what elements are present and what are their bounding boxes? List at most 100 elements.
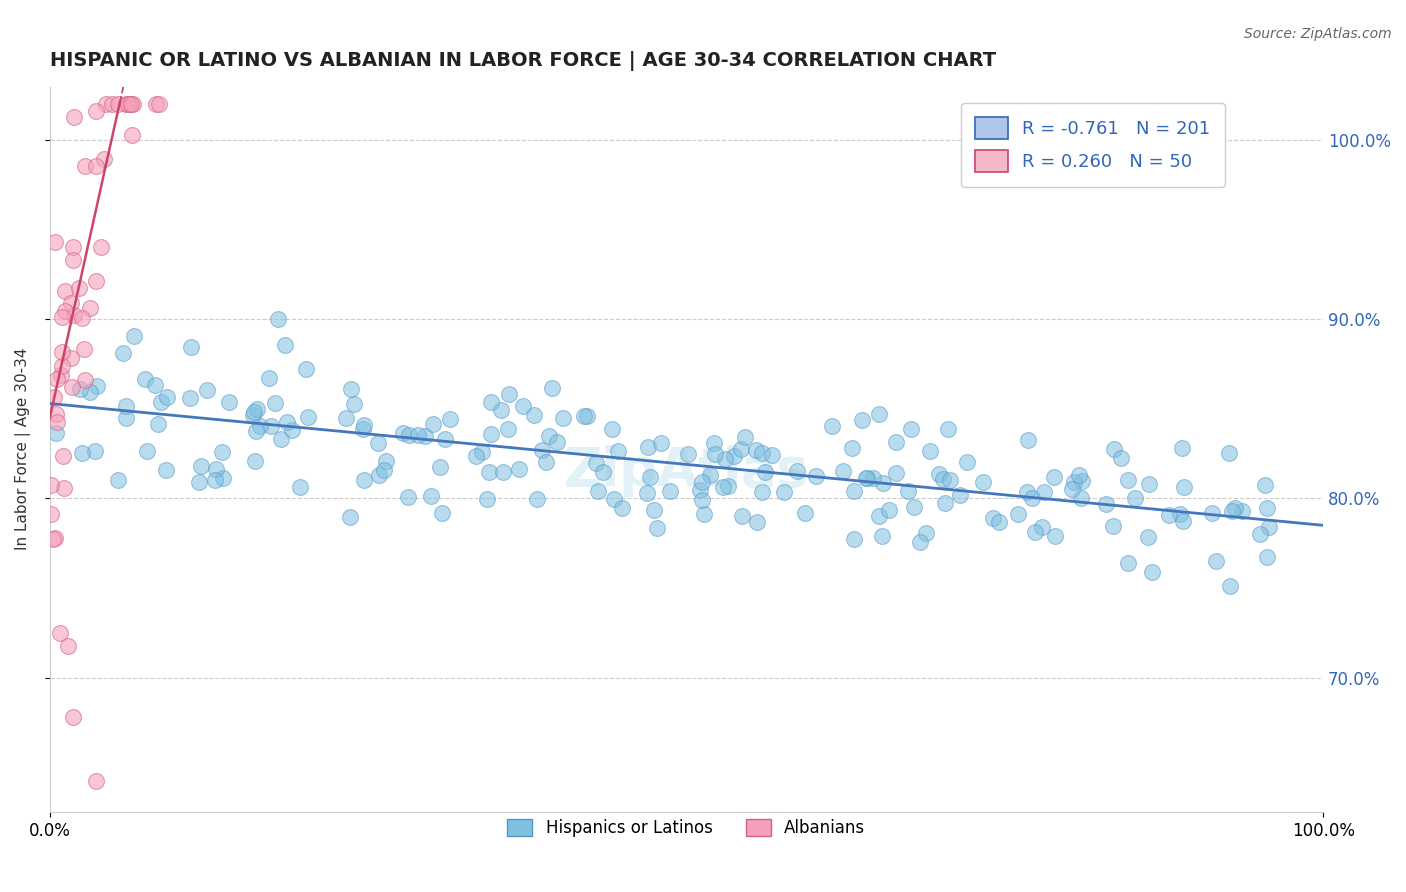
Point bbox=[267, 312, 290, 326]
Point bbox=[717, 478, 740, 492]
Point bbox=[1256, 500, 1278, 515]
Point bbox=[949, 488, 972, 502]
Point bbox=[146, 417, 169, 432]
Point bbox=[610, 501, 633, 516]
Point bbox=[1218, 446, 1240, 460]
Point bbox=[711, 480, 734, 494]
Point bbox=[479, 427, 502, 442]
Point bbox=[540, 381, 562, 395]
Point bbox=[751, 484, 773, 499]
Point bbox=[280, 423, 302, 437]
Point bbox=[51, 310, 73, 325]
Point bbox=[658, 484, 681, 499]
Point bbox=[496, 422, 519, 436]
Point bbox=[586, 483, 609, 498]
Point bbox=[243, 405, 266, 419]
Point bbox=[851, 413, 873, 427]
Point bbox=[115, 411, 138, 425]
Point bbox=[429, 460, 451, 475]
Point bbox=[918, 444, 941, 458]
Point bbox=[751, 445, 773, 459]
Point bbox=[150, 395, 173, 409]
Point bbox=[1116, 473, 1139, 487]
Point bbox=[44, 235, 66, 250]
Point bbox=[84, 104, 107, 119]
Point bbox=[1102, 442, 1125, 457]
Point bbox=[832, 464, 855, 478]
Point bbox=[1123, 491, 1146, 506]
Point bbox=[433, 433, 456, 447]
Point bbox=[575, 409, 598, 423]
Point bbox=[1024, 525, 1046, 540]
Point bbox=[745, 515, 768, 529]
Point bbox=[928, 467, 950, 482]
Point bbox=[868, 407, 890, 421]
Point bbox=[276, 415, 298, 429]
Point bbox=[872, 475, 894, 490]
Point bbox=[1219, 579, 1241, 593]
Text: ZipAtlas: ZipAtlas bbox=[564, 445, 808, 497]
Point bbox=[897, 483, 920, 498]
Point bbox=[101, 97, 124, 112]
Point bbox=[744, 442, 766, 457]
Point bbox=[786, 464, 808, 478]
Point bbox=[243, 453, 266, 467]
Point bbox=[339, 509, 361, 524]
Point bbox=[60, 380, 83, 394]
Point bbox=[523, 408, 546, 422]
Point bbox=[70, 446, 93, 460]
Point bbox=[52, 449, 75, 463]
Point bbox=[1063, 475, 1085, 489]
Point bbox=[53, 284, 76, 298]
Point bbox=[367, 467, 389, 482]
Point bbox=[1256, 550, 1278, 565]
Point bbox=[600, 421, 623, 435]
Point bbox=[263, 396, 285, 410]
Legend: Hispanics or Latinos, Albanians: Hispanics or Latinos, Albanians bbox=[501, 812, 872, 844]
Point bbox=[60, 295, 83, 310]
Point bbox=[75, 159, 97, 173]
Point bbox=[75, 373, 97, 387]
Point bbox=[115, 399, 138, 413]
Point bbox=[59, 351, 82, 365]
Point bbox=[86, 160, 108, 174]
Point bbox=[1225, 501, 1247, 516]
Point bbox=[422, 417, 444, 431]
Point bbox=[143, 378, 166, 392]
Point bbox=[335, 410, 357, 425]
Point bbox=[44, 531, 66, 545]
Point bbox=[934, 496, 956, 510]
Point bbox=[79, 301, 101, 315]
Point bbox=[546, 434, 568, 449]
Point bbox=[114, 97, 136, 112]
Point bbox=[406, 428, 429, 442]
Point bbox=[1031, 520, 1053, 534]
Point bbox=[63, 308, 86, 322]
Point bbox=[398, 428, 420, 442]
Point bbox=[723, 449, 745, 463]
Point bbox=[703, 436, 725, 450]
Point bbox=[884, 467, 907, 481]
Point bbox=[205, 462, 228, 476]
Point bbox=[1254, 478, 1277, 492]
Point bbox=[900, 422, 922, 436]
Point bbox=[111, 346, 134, 360]
Point bbox=[367, 435, 389, 450]
Point bbox=[1249, 527, 1271, 541]
Point bbox=[46, 415, 69, 429]
Point bbox=[603, 491, 626, 506]
Point bbox=[413, 429, 436, 443]
Point bbox=[1067, 468, 1090, 483]
Point bbox=[793, 507, 815, 521]
Point bbox=[49, 368, 72, 383]
Point bbox=[877, 503, 900, 517]
Point bbox=[1230, 504, 1253, 518]
Point bbox=[903, 500, 925, 515]
Point bbox=[1159, 508, 1181, 523]
Point bbox=[259, 371, 281, 385]
Point bbox=[122, 97, 145, 112]
Point bbox=[489, 403, 512, 417]
Point bbox=[134, 371, 156, 385]
Point bbox=[374, 454, 396, 468]
Point bbox=[508, 462, 530, 476]
